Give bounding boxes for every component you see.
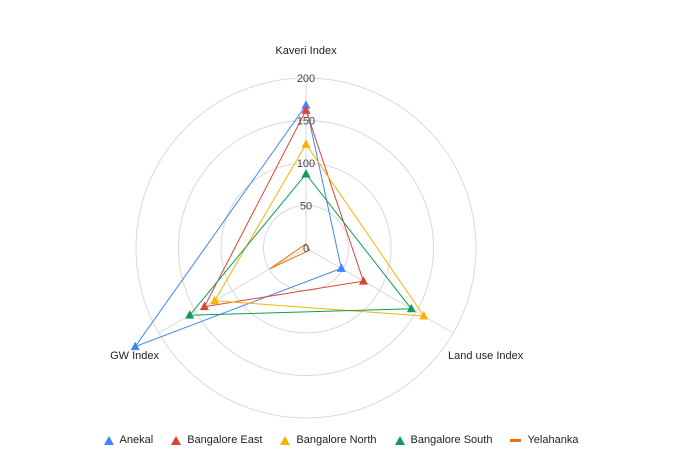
data-point bbox=[210, 295, 220, 305]
legend-item[interactable]: Bangalore North bbox=[280, 434, 377, 446]
triangle-icon bbox=[103, 435, 114, 445]
legend-item[interactable]: Yelahanka bbox=[510, 434, 578, 446]
spoke-line bbox=[158, 247, 307, 334]
axis-label: GW Index bbox=[110, 350, 159, 362]
data-point bbox=[301, 139, 311, 148]
data-point bbox=[419, 311, 429, 320]
axis-label: Kaveri Index bbox=[275, 45, 337, 57]
legend-label: Bangalore North bbox=[296, 434, 377, 446]
data-point bbox=[301, 169, 311, 178]
series-line bbox=[203, 109, 365, 308]
data-point bbox=[301, 105, 311, 114]
legend-item[interactable]: Bangalore South bbox=[394, 434, 493, 446]
radar-chart: 0 50 100 150 200 Kaveri Index Land use Index GW… bbox=[110, 45, 524, 419]
tick-label: 0 bbox=[303, 243, 309, 255]
legend-label: Yelahanka bbox=[527, 434, 579, 446]
tick-label: 100 bbox=[297, 158, 315, 170]
legend: Anekal Bangalore East Bangalore North Banga… bbox=[0, 430, 682, 450]
spoke-line bbox=[305, 247, 454, 334]
tick-label: 200 bbox=[297, 73, 315, 85]
axis-label: Land use Index bbox=[448, 350, 524, 362]
tick-label: 150 bbox=[297, 116, 315, 128]
triangle-icon bbox=[394, 435, 405, 445]
data-point bbox=[199, 301, 209, 311]
data-point bbox=[301, 100, 311, 109]
legend-label: Bangalore South bbox=[410, 434, 493, 446]
triangle-icon bbox=[171, 435, 182, 445]
series-line bbox=[269, 243, 311, 270]
data-point bbox=[358, 276, 368, 285]
data-point bbox=[130, 341, 140, 351]
line-icon bbox=[510, 438, 522, 442]
triangle-icon bbox=[280, 435, 291, 445]
series-layer bbox=[130, 100, 429, 351]
legend-item[interactable]: Bangalore East bbox=[171, 434, 262, 446]
data-point bbox=[406, 303, 416, 313]
legend-item[interactable]: Anekal bbox=[103, 434, 154, 446]
data-point bbox=[336, 263, 346, 272]
tick-label: 50 bbox=[300, 201, 312, 213]
series-line bbox=[133, 103, 342, 348]
series-line bbox=[213, 143, 425, 317]
series-line bbox=[188, 173, 413, 316]
legend-label: Bangalore East bbox=[187, 434, 263, 446]
legend-label: Anekal bbox=[119, 434, 154, 446]
data-point bbox=[185, 310, 195, 319]
labels-layer: 0 50 100 150 200 Kaveri Index Land use Index GW… bbox=[110, 45, 524, 362]
